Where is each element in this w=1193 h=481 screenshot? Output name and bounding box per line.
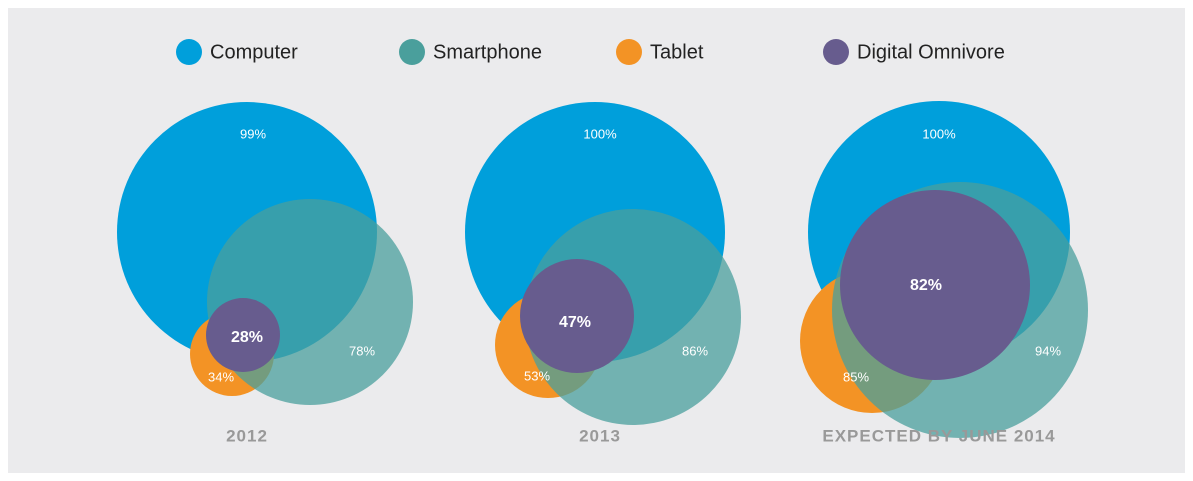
value-label: 99%	[240, 126, 266, 141]
value-label: 82%	[910, 277, 942, 294]
venn-circle	[840, 190, 1030, 380]
value-label: 78%	[349, 343, 375, 358]
legend-label: Computer	[210, 41, 298, 63]
panel-label: 2012	[226, 426, 268, 445]
value-label: 28%	[231, 329, 263, 346]
venn-circle	[520, 259, 634, 373]
value-label: 86%	[682, 343, 708, 358]
legend-label: Digital Omnivore	[857, 41, 1005, 63]
venn-circle	[206, 298, 280, 372]
legend-label: Smartphone	[433, 41, 542, 63]
value-label: 85%	[843, 369, 869, 384]
legend-swatch	[176, 39, 202, 65]
value-label: 47%	[559, 314, 591, 331]
legend-label: Tablet	[650, 41, 704, 63]
value-label: 94%	[1035, 343, 1061, 358]
legend-swatch	[616, 39, 642, 65]
panel-label: 2013	[579, 426, 621, 445]
legend-swatch	[399, 39, 425, 65]
value-label: 100%	[583, 126, 617, 141]
panel-label: EXPECTED BY JUNE 2014	[822, 426, 1055, 445]
value-label: 100%	[922, 126, 956, 141]
value-label: 34%	[208, 369, 234, 384]
value-label: 53%	[524, 368, 550, 383]
legend-swatch	[823, 39, 849, 65]
